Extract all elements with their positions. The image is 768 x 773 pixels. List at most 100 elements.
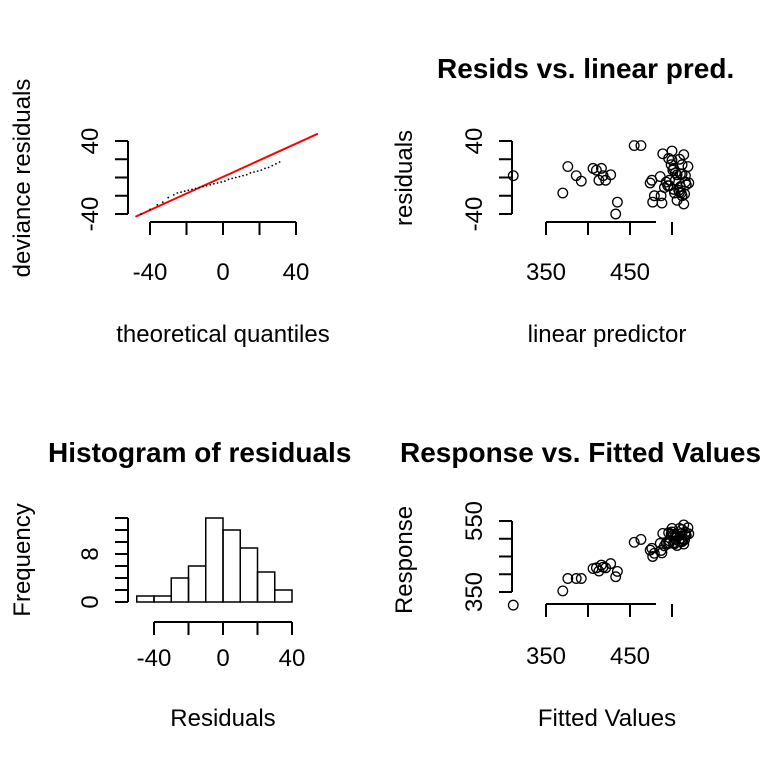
resp-point <box>507 599 519 611</box>
resp-y-tick-label-350: 350 <box>461 572 488 612</box>
resids-title: Resids vs. linear pred. <box>437 53 734 84</box>
resp-x-tick-label-350: 350 <box>526 643 566 670</box>
hist-bar <box>170 577 190 603</box>
resids-x-axis-label: linear predictor <box>528 321 687 348</box>
hist-x-ticks <box>153 622 293 635</box>
qq-point <box>156 203 159 206</box>
resp-point <box>635 534 647 545</box>
resp-point <box>683 528 695 540</box>
qq-point <box>183 190 186 193</box>
qq-point <box>220 181 223 183</box>
qq-x-axis-label: theoretical quantiles <box>116 321 329 348</box>
resid-point <box>570 170 582 182</box>
hist-y-tick-label-0: 0 <box>77 595 104 608</box>
resp-y-tick-label-550: 550 <box>461 501 488 541</box>
qq-x-ticks <box>149 222 297 235</box>
resp-x-axis-label: Fitted Values <box>538 705 676 732</box>
resid-point <box>683 177 695 189</box>
panel-histogram: Histogram of residuals -40 0 40 0 8 Resi… <box>9 437 351 732</box>
resid-point <box>635 140 647 152</box>
resid-point <box>647 196 659 208</box>
resid-point <box>656 197 668 209</box>
resids-x-tick-label-450: 450 <box>610 259 650 286</box>
resid-point <box>575 175 587 187</box>
resp-point <box>557 585 569 597</box>
qq-point <box>212 182 215 185</box>
hist-x-tick-label-0: 0 <box>216 645 229 672</box>
resids-y-ticks <box>499 140 512 215</box>
resp-point <box>628 536 640 548</box>
resid-point <box>680 179 692 191</box>
qq-x-tick-label-neg40: -40 <box>133 259 168 286</box>
qq-reference-line <box>134 132 319 218</box>
qq-point <box>187 189 190 192</box>
resids-y-tick-label-neg40: -40 <box>461 197 488 232</box>
hist-title: Histogram of residuals <box>48 437 351 468</box>
qq-y-ticks <box>115 140 128 215</box>
resids-x-ticks <box>545 222 673 235</box>
resp-point <box>611 565 623 577</box>
hist-bars <box>136 517 293 603</box>
resid-point <box>610 208 622 220</box>
resid-point <box>605 169 617 181</box>
qq-point <box>234 176 237 179</box>
resid-point <box>595 162 607 174</box>
resid-point <box>611 196 623 208</box>
hist-y-tick-label-8: 8 <box>77 547 104 560</box>
qq-point <box>161 201 164 204</box>
qq-point <box>202 185 204 188</box>
hist-bar <box>205 517 224 603</box>
qq-x-tick-label-40: 40 <box>283 259 310 286</box>
resp-point <box>648 547 660 559</box>
qq-point <box>267 166 270 169</box>
resid-point <box>664 174 675 186</box>
qq-point <box>275 162 277 165</box>
resp-y-ticks <box>499 520 512 593</box>
hist-bar <box>274 589 293 603</box>
hist-x-tick-label-neg40: -40 <box>137 645 172 672</box>
resp-point <box>656 547 668 559</box>
qq-point <box>264 167 266 170</box>
resid-point <box>562 161 574 173</box>
qq-point <box>242 174 244 177</box>
resids-points <box>507 140 695 220</box>
resp-point <box>562 573 574 584</box>
panel-qq-plot: -40 0 40 -40 40 theoretical quantiles de… <box>9 79 330 348</box>
hist-bar <box>187 565 207 603</box>
qq-point <box>172 193 175 196</box>
resid-point <box>644 177 656 189</box>
qq-point <box>176 192 179 194</box>
resid-point <box>557 187 569 199</box>
resp-x-ticks <box>545 604 673 617</box>
resp-point <box>570 573 582 584</box>
qq-point <box>139 213 142 215</box>
qq-point <box>271 164 274 167</box>
qq-point <box>209 183 212 186</box>
resids-x-tick-label-350: 350 <box>526 259 566 286</box>
hist-bar <box>136 595 155 603</box>
qq-point <box>216 182 219 184</box>
hist-bar <box>256 571 276 603</box>
hist-x-axis-label: Residuals <box>170 705 275 732</box>
qq-point <box>194 187 197 190</box>
qq-point <box>238 175 241 178</box>
qq-point <box>167 196 170 199</box>
resp-point <box>682 522 694 534</box>
hist-bar <box>239 547 259 603</box>
qq-point <box>180 191 182 194</box>
resid-point <box>628 140 640 152</box>
resid-point <box>648 190 660 202</box>
hist-x-tick-label-40: 40 <box>279 645 306 672</box>
qq-point <box>231 177 234 180</box>
qq-points <box>139 161 281 215</box>
resp-point <box>575 573 587 584</box>
panel-response-vs-fitted: Response vs. Fitted Values 350 450 350 5… <box>391 437 761 732</box>
qq-point <box>260 169 263 172</box>
resp-point <box>680 530 692 542</box>
resid-point <box>590 164 602 176</box>
qq-point <box>245 173 248 176</box>
qq-point <box>198 186 201 189</box>
resids-y-axis-label: residuals <box>391 130 418 226</box>
